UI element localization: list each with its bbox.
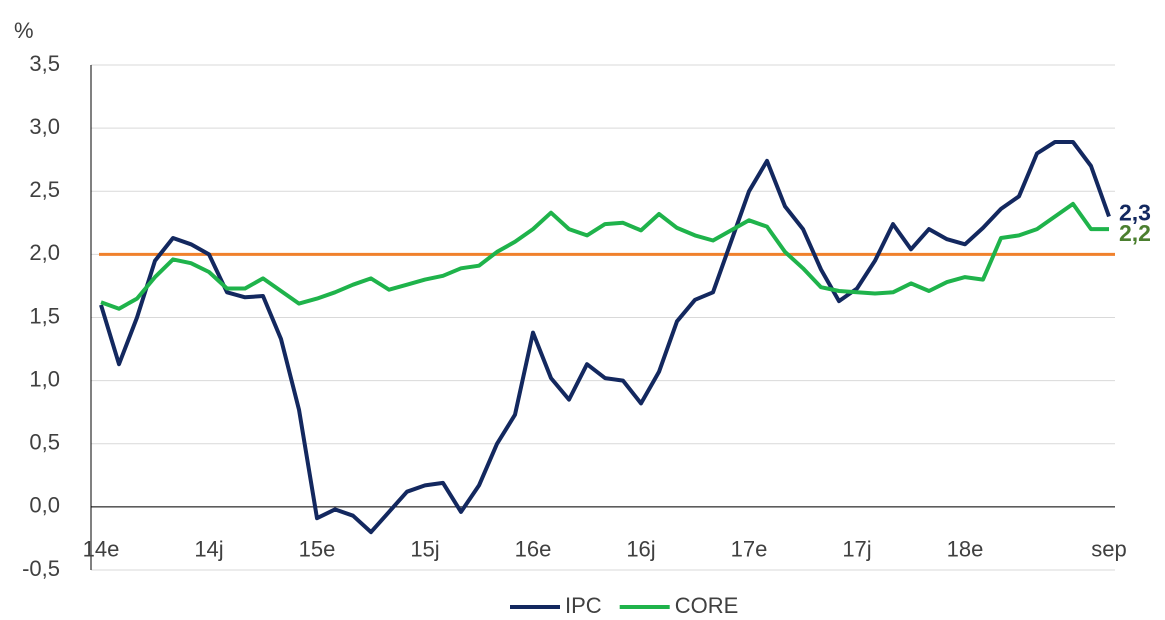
x-tick-label: 15e (299, 537, 336, 562)
y-tick-label: 2,0 (29, 240, 60, 265)
y-tick-label: 2,5 (29, 177, 60, 202)
y-tick-label: -0,5 (22, 556, 60, 581)
x-tick-label: 18e (947, 537, 984, 562)
legend-label: IPC (565, 593, 602, 618)
y-unit: % (14, 18, 34, 43)
x-tick-label: 14e (83, 537, 120, 562)
series-line (100, 201, 1109, 311)
x-tick-label: sep (1091, 537, 1126, 562)
x-tick-label: 14j (194, 537, 223, 562)
y-tick-label: 3,0 (29, 114, 60, 139)
y-tick-label: 1,5 (29, 303, 60, 328)
x-tick-label: 15j (410, 537, 439, 562)
series-line (99, 140, 1111, 535)
value-label: 2,3 (1119, 200, 1151, 226)
legend-label: CORE (675, 593, 739, 618)
x-tick-label: 17j (842, 537, 871, 562)
x-tick-label: 16j (626, 537, 655, 562)
y-tick-label: 0,5 (29, 430, 60, 455)
y-tick-label: 1,0 (29, 366, 60, 391)
value-label: 2,2 (1119, 220, 1151, 246)
y-tick-label: 3,5 (29, 51, 60, 76)
y-tick-label: 0,0 (29, 493, 60, 518)
x-tick-label: 16e (515, 537, 552, 562)
x-tick-label: 17e (731, 537, 768, 562)
